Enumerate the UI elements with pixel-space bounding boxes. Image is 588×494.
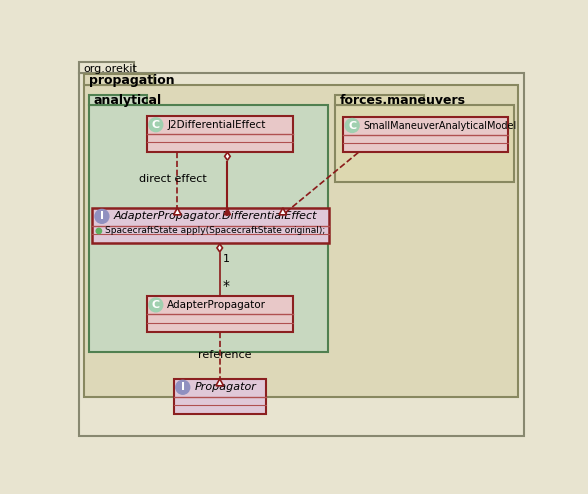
Text: C: C xyxy=(152,120,160,130)
FancyBboxPatch shape xyxy=(79,62,134,73)
Text: direct effect: direct effect xyxy=(139,174,206,184)
Polygon shape xyxy=(224,208,230,215)
FancyBboxPatch shape xyxy=(89,106,328,352)
Text: forces.maneuvers: forces.maneuvers xyxy=(340,94,466,107)
Text: propagation: propagation xyxy=(89,74,175,86)
FancyBboxPatch shape xyxy=(146,296,293,332)
Polygon shape xyxy=(279,208,287,215)
Text: C: C xyxy=(152,300,160,310)
Text: *: * xyxy=(223,279,230,292)
Circle shape xyxy=(96,228,102,234)
Text: Propagator: Propagator xyxy=(194,382,256,392)
FancyBboxPatch shape xyxy=(92,208,329,244)
FancyBboxPatch shape xyxy=(84,84,519,397)
FancyBboxPatch shape xyxy=(89,95,146,106)
Text: C: C xyxy=(348,121,356,130)
Text: AdapterPropagator.DifferentialEffect: AdapterPropagator.DifferentialEffect xyxy=(113,211,317,221)
FancyBboxPatch shape xyxy=(343,117,509,153)
Polygon shape xyxy=(225,152,230,161)
FancyBboxPatch shape xyxy=(335,95,424,106)
Polygon shape xyxy=(173,208,181,215)
Circle shape xyxy=(95,209,109,223)
Text: 1: 1 xyxy=(223,254,230,264)
FancyBboxPatch shape xyxy=(335,106,514,182)
Text: SmallManeuverAnalyticalModel: SmallManeuverAnalyticalModel xyxy=(364,121,517,130)
FancyBboxPatch shape xyxy=(79,73,524,436)
Text: I: I xyxy=(100,211,104,221)
Polygon shape xyxy=(217,244,222,252)
Circle shape xyxy=(176,380,190,394)
Text: J2DifferentialEffect: J2DifferentialEffect xyxy=(168,120,266,130)
Circle shape xyxy=(345,119,359,132)
Text: analytical: analytical xyxy=(93,94,162,107)
FancyBboxPatch shape xyxy=(173,379,266,414)
Text: I: I xyxy=(181,382,185,392)
Text: AdapterPropagator: AdapterPropagator xyxy=(168,300,266,310)
Polygon shape xyxy=(216,379,223,386)
Text: SpacecraftState apply(SpacecraftState original);: SpacecraftState apply(SpacecraftState or… xyxy=(105,226,325,236)
Text: org.orekit: org.orekit xyxy=(83,64,138,74)
FancyBboxPatch shape xyxy=(84,74,153,84)
Text: reference: reference xyxy=(198,350,252,360)
Circle shape xyxy=(149,118,163,132)
FancyBboxPatch shape xyxy=(146,116,293,152)
Circle shape xyxy=(149,298,163,312)
